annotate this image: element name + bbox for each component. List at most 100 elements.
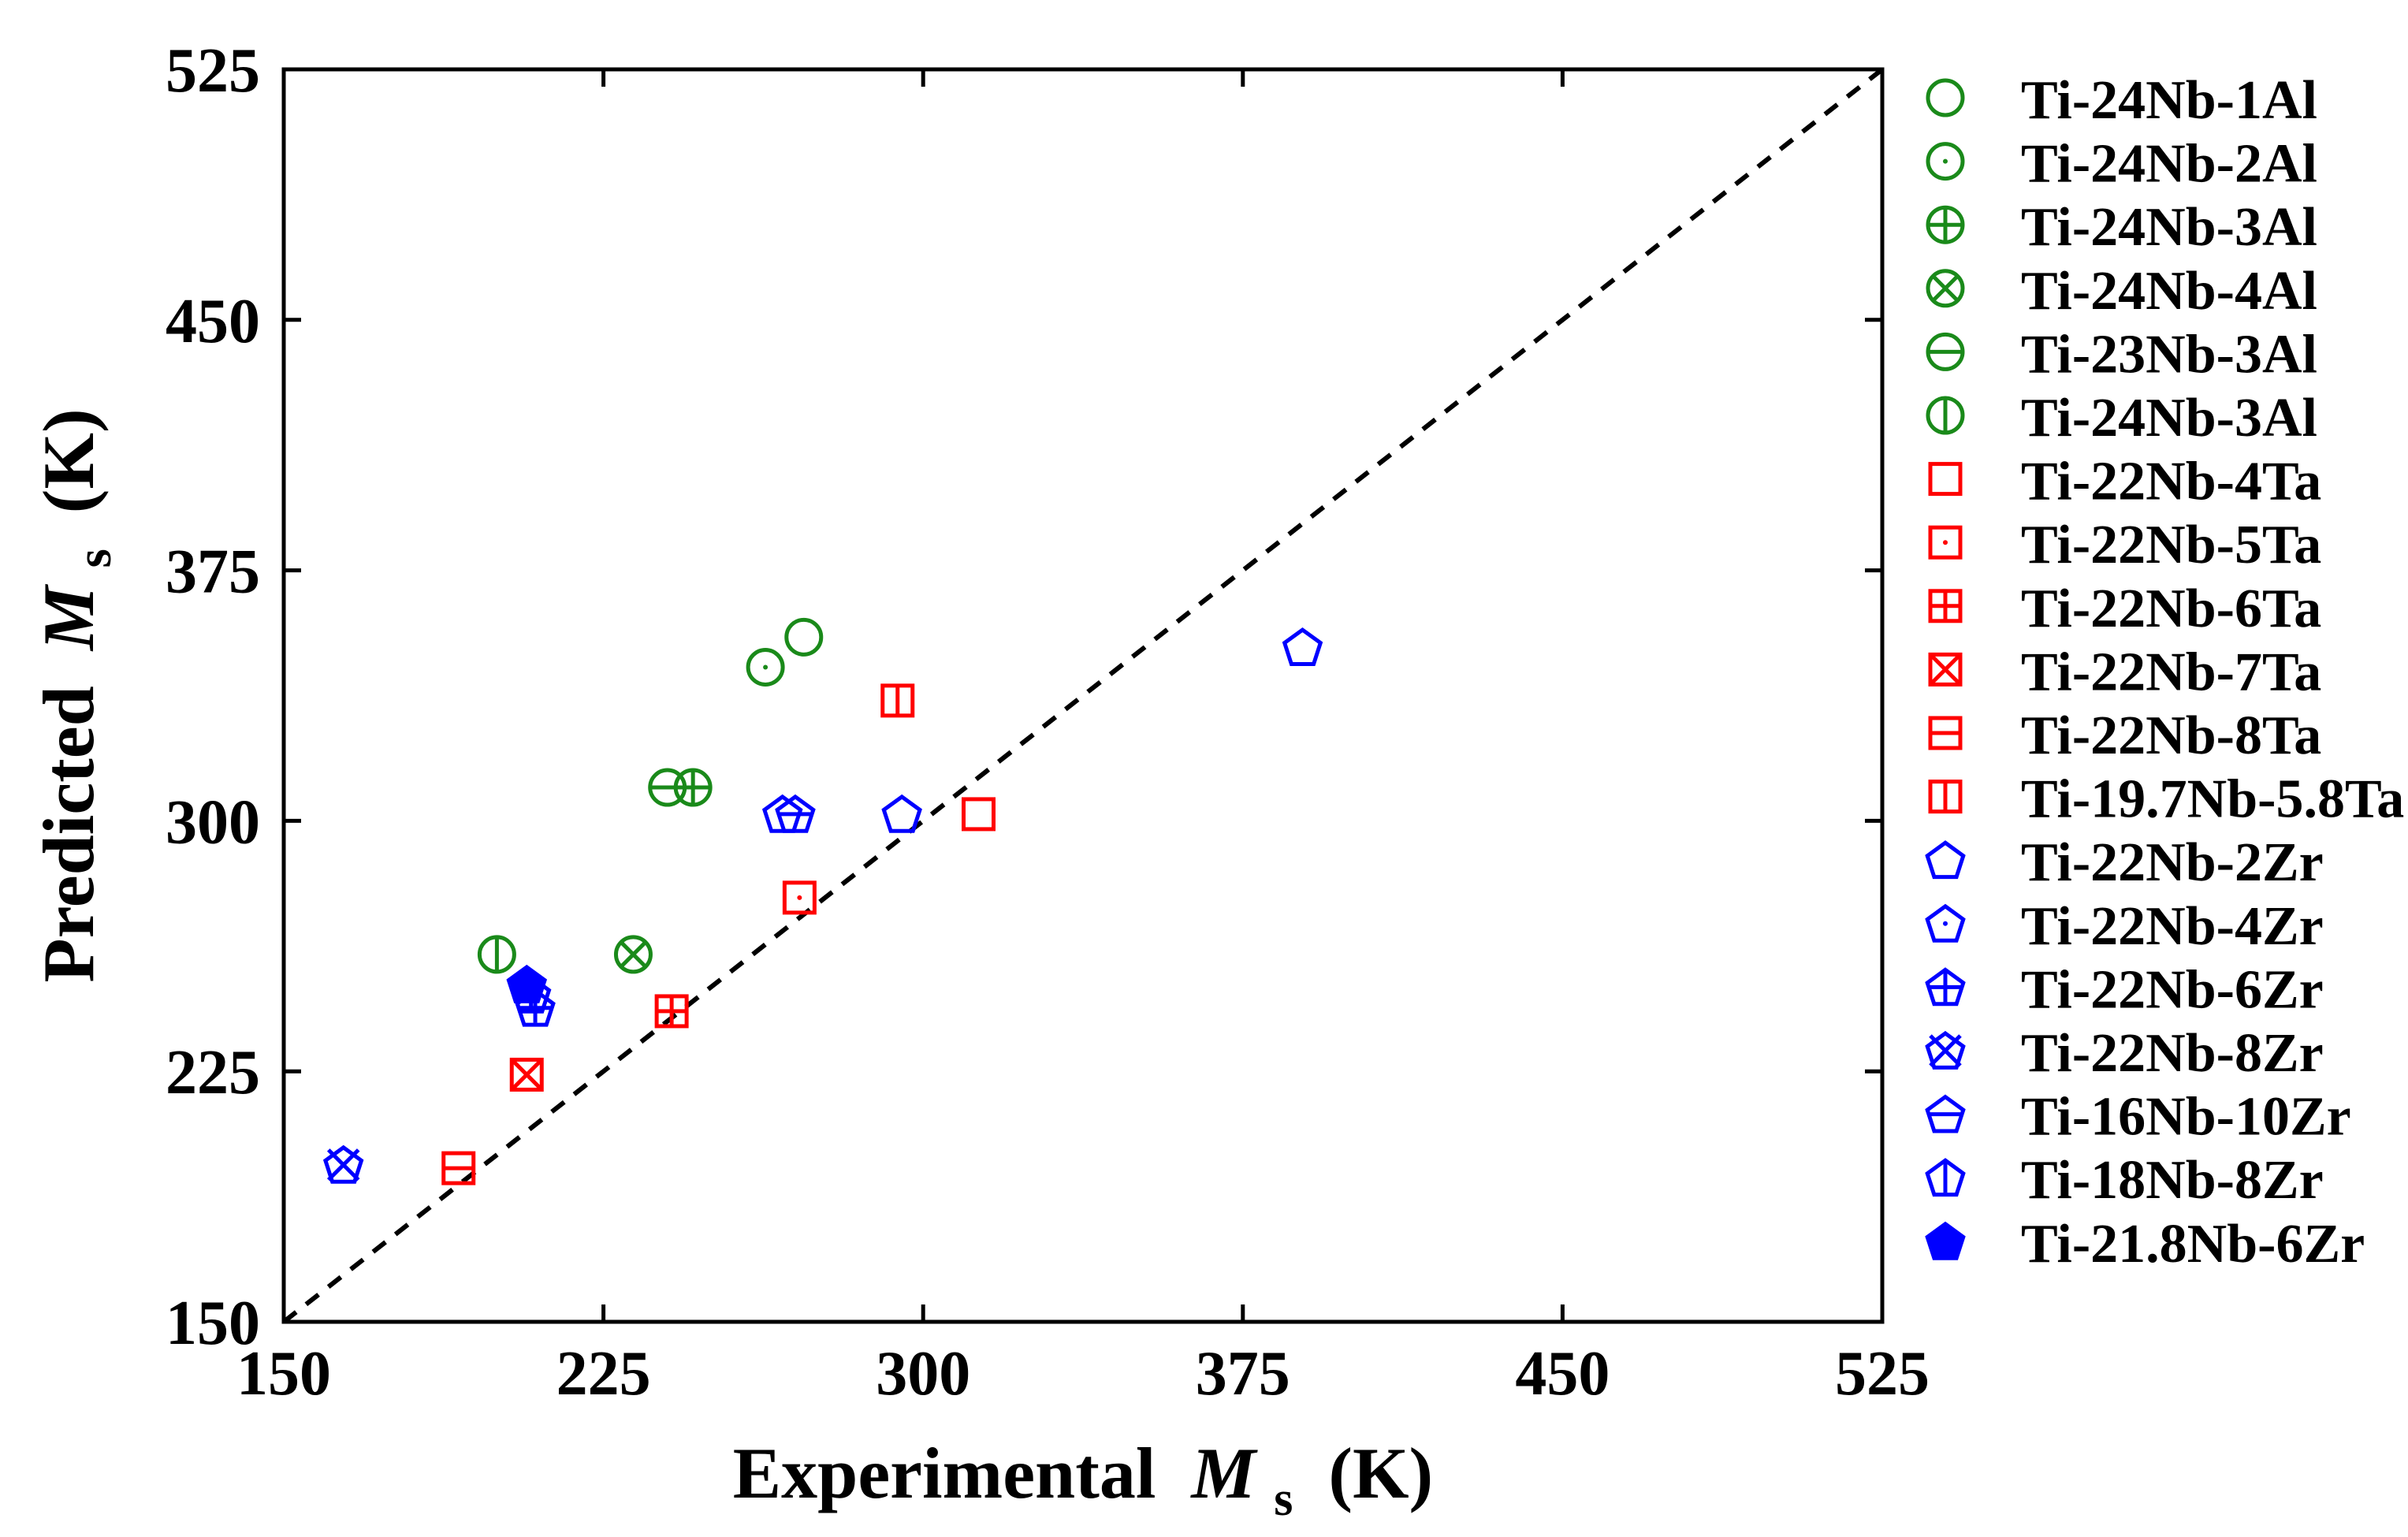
data-point-ti-19-7nb-5-8ta: [880, 683, 915, 718]
data-points: [322, 617, 1323, 1185]
legend-item: Ti-22Nb-4Ta: [1928, 452, 2321, 512]
marker-outline: [613, 935, 653, 974]
legend-marker: [1925, 1094, 1966, 1133]
legend-label: Ti-22Nb-4Zr: [2021, 896, 2324, 957]
marker-outline: [1926, 269, 1965, 308]
legend-label: Ti-22Nb-2Zr: [2021, 832, 2324, 893]
y-axis-label-subscript: s: [68, 549, 121, 568]
data-point-ti-22nb-2zr: [881, 794, 922, 833]
data-point-ti-24nb-2al: [746, 647, 785, 687]
legend-marker: [1925, 1030, 1966, 1070]
legend-item: Ti-22Nb-8Ta: [1928, 705, 2321, 766]
marker-dot: [1943, 540, 1948, 545]
y-tick-label: 300: [166, 787, 260, 857]
marker-outline: [1925, 1158, 1966, 1197]
data-point-ti-16nb-10zr: [775, 794, 816, 833]
data-point-ti-22nb-4ta: [962, 797, 996, 832]
y-tick-label: 450: [166, 287, 260, 356]
legend-marker: [1928, 716, 1963, 750]
legend-label: Ti-16Nb-10Zr: [2021, 1087, 2351, 1148]
legend-marker: [1926, 269, 1965, 308]
legend-label: Ti-24Nb-4Al: [2021, 261, 2317, 322]
marker-outline: [1925, 903, 1966, 943]
legend-marker: [1928, 525, 1963, 560]
legend-label: Ti-22Nb-7Ta: [2021, 642, 2321, 702]
data-point-ti-21-8nb-6zr: [506, 964, 548, 1003]
data-point-ti-22nb-7ta: [509, 1057, 544, 1092]
marker-outline: [1925, 1094, 1966, 1133]
x-axis-label-subscript: s: [1274, 1472, 1293, 1526]
legend-item: Ti-23Nb-3Al: [1926, 324, 2317, 385]
legend-marker: [1925, 840, 1966, 880]
legend-label: Ti-18Nb-8Zr: [2021, 1150, 2324, 1211]
legend-marker: [1926, 332, 1965, 371]
marker-outline: [506, 964, 548, 1003]
legend-label: Ti-19.7Nb-5.8Ta: [2021, 769, 2404, 830]
marker-outline: [1926, 78, 1965, 117]
marker-dot: [763, 664, 769, 670]
x-tick-label: 225: [556, 1339, 651, 1409]
marker-outline: [962, 797, 996, 832]
legend-item: Ti-21.8Nb-6Zr: [1925, 1214, 2365, 1275]
legend-marker: [1925, 967, 1966, 1007]
legend-label: Ti-24Nb-3Al: [2021, 388, 2317, 448]
legend-item: Ti-19.7Nb-5.8Ta: [1928, 769, 2404, 830]
x-tick-label: 300: [876, 1339, 970, 1409]
marker-diag-2: [1931, 274, 1960, 303]
legend-item: Ti-16Nb-10Zr: [1925, 1087, 2351, 1148]
data-point-ti-22nb-8ta: [441, 1151, 476, 1185]
legend-label: Ti-24Nb-2Al: [2021, 134, 2317, 195]
marker-diag-2: [619, 940, 648, 969]
marker-outline: [322, 1144, 364, 1184]
ticks: 150 225 300 375 450 525 150 225 300 375 450 525: [166, 36, 1930, 1409]
legend-item: Ti-22Nb-8Zr: [1925, 1023, 2324, 1084]
data-point-ti-24nb-3al: [477, 935, 516, 974]
x-axis-label-symbol: M: [1189, 1433, 1258, 1513]
marker-outline: [782, 880, 817, 915]
legend-marker: [1928, 652, 1963, 687]
marker-outline: [1926, 142, 1965, 181]
marker-diag-2: [326, 1148, 360, 1182]
marker-diag-2: [510, 1058, 544, 1092]
legend-item: Ti-24Nb-3Al: [1926, 197, 2317, 258]
marker-outline: [1282, 627, 1323, 666]
legend-item: Ti-24Nb-1Al: [1926, 70, 2317, 131]
y-axis-label-unit: (K): [28, 408, 109, 513]
data-point-ti-22nb-5ta: [782, 880, 817, 915]
marker-outline: [784, 617, 824, 657]
marker-outline: [746, 647, 785, 687]
legend-marker: [1926, 205, 1965, 244]
legend-item: Ti-24Nb-2Al: [1926, 134, 2317, 195]
legend-item: Ti-22Nb-6Ta: [1928, 579, 2321, 639]
legend-item: Ti-24Nb-3Al: [1926, 388, 2317, 448]
marker-outline: [1925, 1030, 1966, 1070]
marker-outline: [1928, 652, 1963, 687]
legend-item: Ti-18Nb-8Zr: [1925, 1150, 2324, 1211]
legend-label: Ti-24Nb-3Al: [2021, 197, 2317, 258]
legend-label: Ti-23Nb-3Al: [2021, 324, 2317, 385]
marker-diag-2: [1929, 1034, 1962, 1067]
legend-marker: [1925, 903, 1966, 943]
data-point-ti-24nb-4al: [613, 935, 653, 974]
marker-outline: [1925, 1221, 1966, 1260]
legend-marker: [1926, 396, 1965, 435]
y-tick-label: 225: [166, 1038, 260, 1107]
y-tick-label: 375: [166, 538, 260, 607]
legend-item: Ti-22Nb-5Ta: [1928, 515, 2321, 575]
legend-label: Ti-22Nb-6Ta: [2021, 579, 2321, 639]
legend-label: Ti-22Nb-5Ta: [2021, 515, 2321, 575]
legend-label: Ti-22Nb-8Zr: [2021, 1023, 2324, 1084]
marker-outline: [1925, 967, 1966, 1007]
legend-marker: [1925, 1221, 1966, 1260]
legend-marker: [1925, 1158, 1966, 1197]
legend: Ti-24Nb-1AlTi-24Nb-2AlTi-24Nb-3AlTi-24Nb…: [1925, 70, 2404, 1275]
data-point-ti-24nb-1al: [784, 617, 824, 657]
marker-dot: [1943, 158, 1948, 164]
x-axis-label-unit: (K): [1328, 1433, 1433, 1513]
legend-item: Ti-22Nb-2Zr: [1925, 832, 2324, 893]
legend-marker: [1926, 78, 1965, 117]
y-axis-label: Predicted M s (K): [28, 408, 126, 982]
legend-item: Ti-22Nb-7Ta: [1928, 642, 2321, 702]
